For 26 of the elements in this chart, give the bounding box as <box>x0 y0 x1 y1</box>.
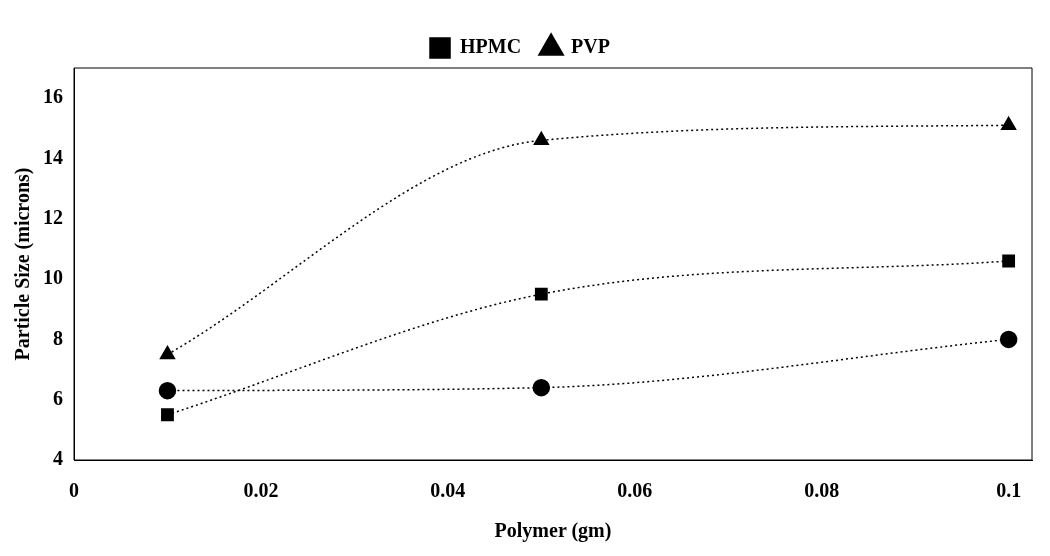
y-tick-label: 10 <box>43 266 63 289</box>
legend-label: PVP <box>571 35 610 58</box>
point <box>159 345 176 360</box>
point <box>1002 254 1016 268</box>
point <box>534 287 548 301</box>
point <box>161 408 174 422</box>
y-tick-label: 12 <box>43 205 63 228</box>
y-tick-label: 4 <box>53 447 63 470</box>
x-axis-title: Polymer (gm) <box>494 519 612 543</box>
point <box>533 131 549 146</box>
x-tick-label: 0.02 <box>243 479 279 502</box>
point <box>999 330 1018 349</box>
y-tick-label: 6 <box>53 386 63 409</box>
x-tick-label: 0.08 <box>804 479 840 502</box>
y-tick-label: 14 <box>43 145 63 168</box>
x-tick-label: 0.04 <box>430 479 466 502</box>
y-tick-label: 8 <box>53 326 63 349</box>
x-tick-label: 0 <box>69 479 79 502</box>
y-tick-label: 16 <box>43 85 63 108</box>
y-axis-title: Particle Size (microns) <box>11 167 35 361</box>
point <box>532 378 551 397</box>
legend-label: HPMC <box>460 35 522 58</box>
point <box>1000 116 1017 131</box>
x-tick-label: 0.06 <box>617 479 653 502</box>
point <box>158 381 177 400</box>
x-tick-label: 0.1 <box>996 479 1022 502</box>
